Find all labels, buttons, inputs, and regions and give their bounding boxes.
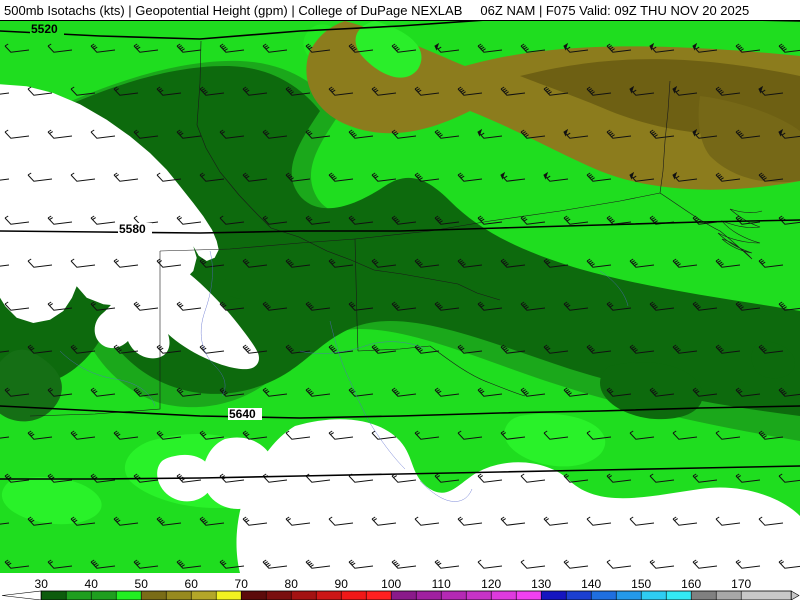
svg-text:110: 110 [432,577,451,591]
svg-text:140: 140 [581,577,601,591]
svg-text:30: 30 [35,577,49,591]
svg-text:5640: 5640 [229,407,256,421]
svg-text:150: 150 [631,577,651,591]
svg-text:100: 100 [381,577,401,591]
svg-text:90: 90 [335,577,349,591]
svg-text:170: 170 [731,577,751,591]
svg-text:120: 120 [481,577,501,591]
svg-text:80: 80 [285,577,299,591]
svg-text:70: 70 [235,577,249,591]
svg-text:40: 40 [85,577,99,591]
svg-text:5580: 5580 [119,222,146,236]
svg-text:5520: 5520 [31,22,58,36]
svg-text:60: 60 [185,577,199,591]
svg-text:50: 50 [135,577,149,591]
svg-text:160: 160 [681,577,701,591]
svg-text:130: 130 [531,577,551,591]
